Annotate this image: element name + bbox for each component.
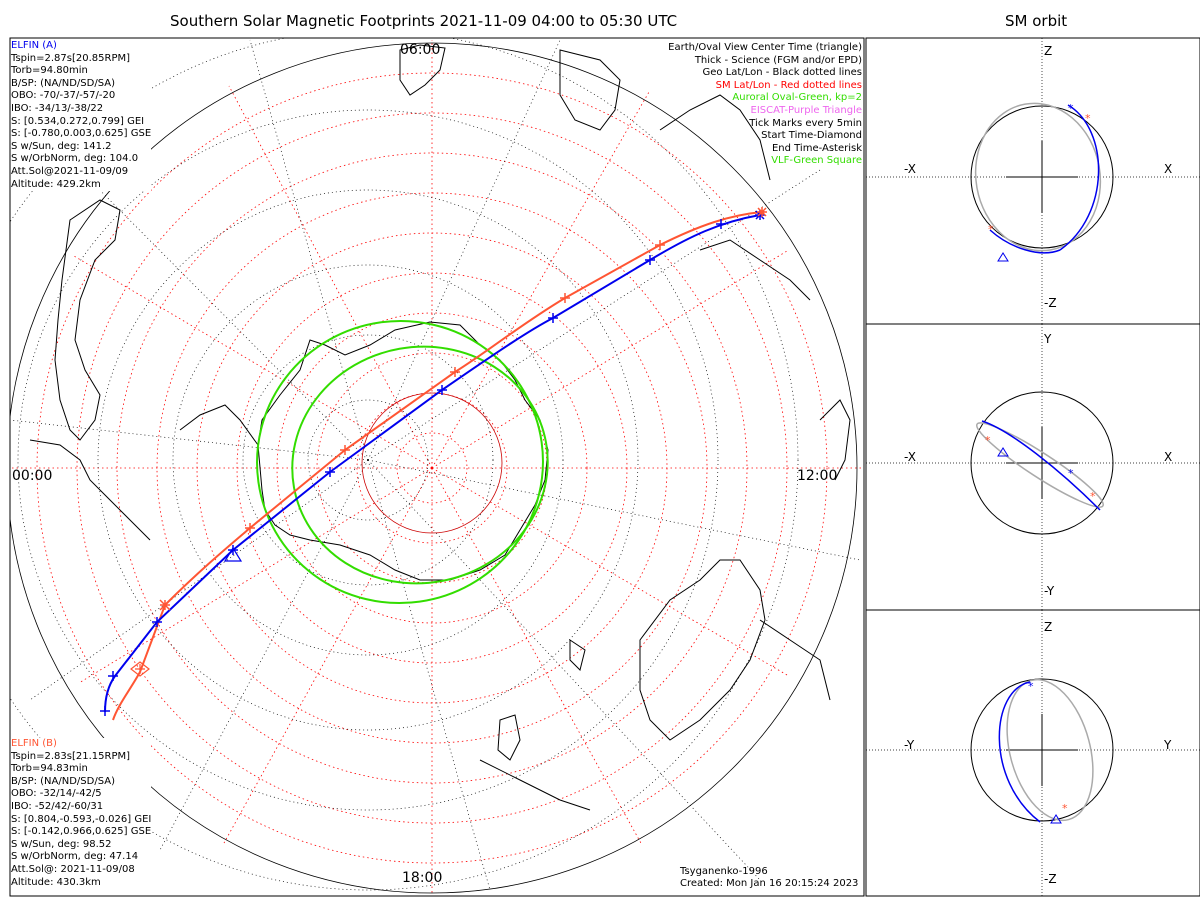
elfin-a-info-line: B/SP: (NA/ND/SD/SA) xyxy=(11,77,115,89)
elfin-a-info-line: Altitude: 429.2km xyxy=(11,178,101,190)
p1-right: X xyxy=(1164,162,1173,176)
elfin-b-start-diamond xyxy=(130,661,150,677)
p1-left: -X xyxy=(904,162,916,176)
legend: Earth/Oval View Center Time (triangle) Th… xyxy=(668,42,862,168)
p2-top: Y xyxy=(1044,332,1052,346)
elfin-b-info-line: S w/Sun, deg: 98.52 xyxy=(11,838,112,850)
elfin-a-info-line: IBO: -34/13/-38/22 xyxy=(11,102,104,114)
orbit-panel-xy: * * * xyxy=(866,324,1200,610)
legend-item: EISCAT-Purple Triangle xyxy=(750,104,863,116)
map-frame xyxy=(9,37,865,897)
elfin-a-info: ELFIN (A) Tspin=2.87s[20.85RPM] Torb=94.80… xyxy=(11,40,152,192)
chart-title: Southern Solar Magnetic Footprints 2021-… xyxy=(170,12,678,30)
p2-left: -X xyxy=(904,450,916,464)
horizon xyxy=(10,42,858,894)
clock-label-left: 00:00 xyxy=(12,468,53,484)
elfin-a-info-line: S w/OrbNorm, deg: 104.0 xyxy=(11,153,139,165)
elfin-a-info-line: Tspin=2.87s[20.85RPM] xyxy=(11,52,131,64)
legend-item: VLF-Green Square xyxy=(771,155,862,167)
elfin-b-track xyxy=(112,211,763,721)
p1-top: Z xyxy=(1044,44,1053,58)
elfin-b-info-line: Att.Sol@: 2021-11-09/08 xyxy=(11,863,135,875)
legend-item: End Time-Asterisk xyxy=(771,142,862,154)
elfin-b-info-line: Altitude: 430.3km xyxy=(11,876,101,888)
p3-right: Y xyxy=(1164,738,1172,752)
elfin-b-info-line: Torb=94.83min xyxy=(11,763,88,775)
polar-cap-circle xyxy=(361,392,503,534)
clock-label-bottom: 18:00 xyxy=(402,870,443,886)
orbit-panel-xz: * * * xyxy=(866,38,1200,324)
svg-text:*: * xyxy=(988,223,994,236)
p3-top: Z xyxy=(1044,620,1053,634)
sm-lon-lines xyxy=(12,40,862,895)
elfin-a-info-line: Torb=94.80min xyxy=(11,65,88,77)
elfin-a-info-line: S: [-0.780,0.003,0.625] GSE xyxy=(11,128,152,140)
polar-map xyxy=(10,38,862,895)
legend-item: Tick Marks every 5min xyxy=(749,117,862,129)
elfin-a-track xyxy=(104,214,761,713)
elfin-a-info-line: S: [0.534,0.272,0.799] GEI xyxy=(11,115,145,127)
elfin-b-info-line: Tspin=2.83s[21.15RPM] xyxy=(11,750,131,762)
p2-right: X xyxy=(1164,450,1173,464)
elfin-a-info-line: S w/Sun, deg: 141.2 xyxy=(11,140,112,152)
legend-item: Geo Lat/Lon - Black dotted lines xyxy=(702,67,862,79)
p1-bottom: -Z xyxy=(1044,296,1057,310)
created-credit: Created: Mon Jan 16 20:15:24 2023 xyxy=(680,878,859,889)
elfin-a-center-triangle xyxy=(223,546,243,562)
elfin-b-info-line: B/SP: (NA/ND/SD/SA) xyxy=(11,775,115,787)
elfin-b-info-line: S: [-0.142,0.966,0.625] GSE xyxy=(11,826,152,838)
clock-label-top: 06:00 xyxy=(400,42,441,58)
elfin-b-info: ELFIN (B) Tspin=2.83s[21.15RPM] Torb=94.83… xyxy=(11,738,152,890)
auroral-ovals xyxy=(256,319,549,605)
geo-grid xyxy=(10,38,861,891)
legend-item: Thick - Science (FGM and/or EPD) xyxy=(694,54,862,66)
p2-bottom: -Y xyxy=(1044,584,1055,598)
legend-item: Auroral Oval-Green, kp=2 xyxy=(732,92,862,104)
elfin-a-info-line: Att.Sol@2021-11-09/09 xyxy=(11,165,129,177)
svg-text:*: * xyxy=(1062,802,1068,815)
orbit-frame xyxy=(865,37,1200,897)
elfin-a-info-line: ELFIN (A) xyxy=(11,40,57,51)
elfin-b-info-line: S w/OrbNorm, deg: 47.14 xyxy=(11,851,139,863)
elfin-b-info-line: OBO: -32/14/-42/5 xyxy=(11,788,102,800)
elfin-a-ticks xyxy=(100,210,765,716)
legend-item: SM Lat/Lon - Red dotted lines xyxy=(715,79,862,91)
orbit-title: SM orbit xyxy=(1005,12,1068,30)
svg-text:*: * xyxy=(1090,490,1096,503)
elfin-a-info-line: OBO: -70/-37/-57/-20 xyxy=(11,90,116,102)
legend-item: Earth/Oval View Center Time (triangle) xyxy=(668,42,862,53)
elfin-b-ticks xyxy=(159,207,767,611)
elfin-b-info-line: IBO: -52/42/-60/31 xyxy=(11,800,104,812)
legend-item: Start Time-Diamond xyxy=(761,130,862,142)
svg-text:*: * xyxy=(1028,680,1034,693)
elfin-b-info-line: ELFIN (B) xyxy=(11,738,57,749)
svg-text:*: * xyxy=(1068,467,1074,480)
p3-left: -Y xyxy=(904,738,915,752)
svg-text:*: * xyxy=(1085,112,1091,125)
model-credit: Tsyganenko-1996 xyxy=(680,866,768,877)
clock-label-right: 12:00 xyxy=(797,468,838,484)
svg-text:*: * xyxy=(985,434,991,447)
p3-bottom: -Z xyxy=(1044,872,1057,886)
elfin-b-info-line: S: [0.804,-0.593,-0.026] GEI xyxy=(11,813,152,825)
orbit-panel-yz: * * xyxy=(866,610,1200,896)
svg-text:*: * xyxy=(1068,102,1074,115)
